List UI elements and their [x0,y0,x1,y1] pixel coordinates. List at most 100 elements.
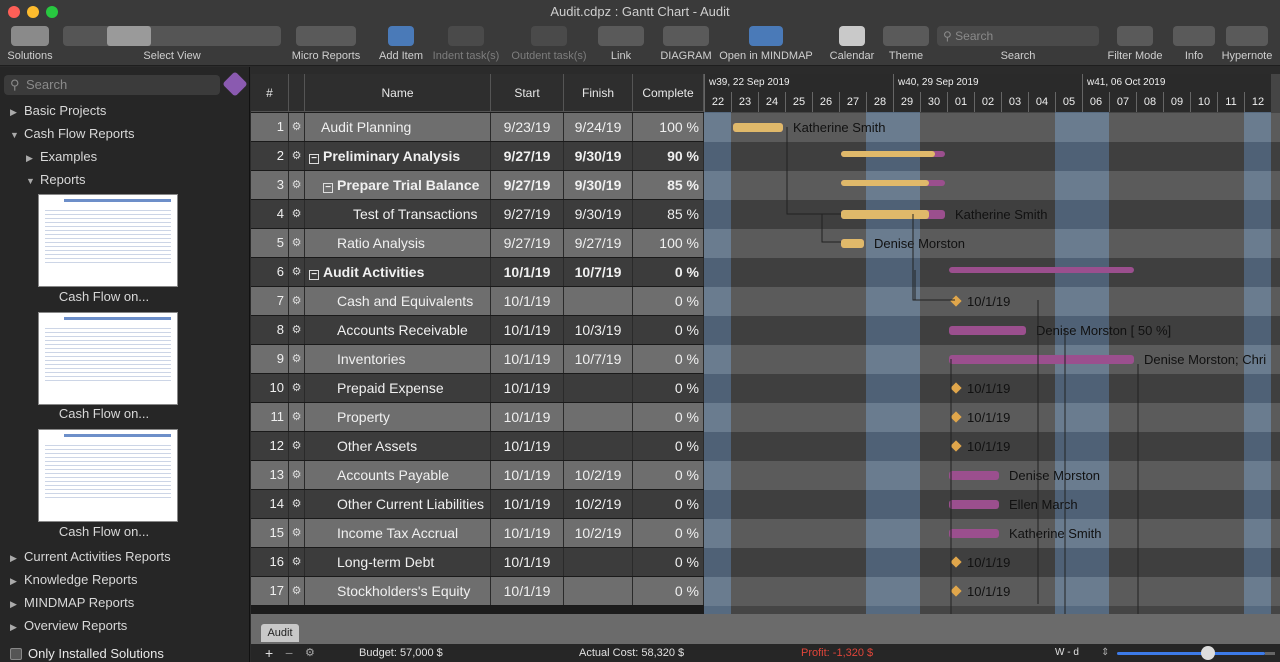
disclosure-down-icon[interactable]: ▼ [10,130,19,140]
row-number[interactable]: 3 [251,171,289,199]
row-number[interactable]: 8 [251,316,289,344]
row-number[interactable]: 15 [251,519,289,547]
finish-cell[interactable]: 10/7/19 [564,345,633,373]
col-header-num[interactable]: # [251,74,289,112]
task-name-cell[interactable]: Accounts Payable [305,461,491,489]
micro-reports-button[interactable]: Micro Reports [290,26,362,62]
start-cell[interactable]: 10/1/19 [491,258,564,286]
table-row[interactable]: 12 ⚙ Other Assets 10/1/19 0 % [251,432,704,461]
tree-item-basic-projects[interactable]: ▶ Basic Projects [10,103,107,118]
hypernote-button[interactable]: Hypernote [1218,26,1276,62]
task-bar[interactable] [949,267,1134,273]
table-row[interactable]: 8 ⚙ Accounts Receivable 10/1/19 10/3/19 0 % [251,316,704,345]
report-thumbnail[interactable] [38,312,178,405]
col-header-finish[interactable]: Finish [564,74,633,112]
table-row[interactable]: 14 ⚙ Other Current Liabilities 10/1/19 10/2/… [251,490,704,519]
home-icon[interactable] [222,71,248,97]
task-name-cell[interactable]: − Preliminary Analysis [305,142,491,170]
start-cell[interactable]: 10/1/19 [491,287,564,315]
row-number[interactable]: 1 [251,113,289,141]
filter-mode-button[interactable]: Filter Mode [1104,26,1166,62]
row-number[interactable]: 11 [251,403,289,431]
task-bar[interactable] [949,500,999,509]
task-bar[interactable] [733,123,783,132]
sidebar-search-input[interactable]: ⚲ Search [4,75,220,95]
add-row-icon[interactable]: + [265,645,274,661]
start-cell[interactable]: 10/1/19 [491,345,564,373]
complete-cell[interactable]: 0 % [633,461,704,489]
complete-cell[interactable]: 0 % [633,403,704,431]
disclosure-right-icon[interactable]: ▶ [10,553,17,563]
task-bar[interactable] [949,471,999,480]
info-button[interactable]: Info [1172,26,1216,62]
task-name-cell[interactable]: Property [305,403,491,431]
tree-item-overview-reports[interactable]: ▶ Overview Reports [10,618,128,633]
finish-cell[interactable]: 10/3/19 [564,316,633,344]
row-number[interactable]: 10 [251,374,289,402]
table-row[interactable]: 6 ⚙ − Audit Activities 10/1/19 10/7/19 0 % [251,258,704,287]
task-name-cell[interactable]: Audit Planning [305,113,491,141]
complete-cell[interactable]: 90 % [633,142,704,170]
collapse-icon[interactable]: − [309,270,319,280]
finish-cell[interactable] [564,548,633,576]
task-bar[interactable] [949,529,999,538]
row-number[interactable]: 2 [251,142,289,170]
task-name-cell[interactable]: Inventories [305,345,491,373]
table-row[interactable]: 15 ⚙ Income Tax Accrual 10/1/19 10/2/19 0 % [251,519,704,548]
col-header-complete[interactable]: Complete [633,74,704,112]
checkbox[interactable] [10,648,22,660]
tree-item-reports[interactable]: ▼ Reports [26,172,86,187]
task-name-cell[interactable]: Prepaid Expense [305,374,491,402]
zoom-window-icon[interactable] [46,6,58,18]
indent-button[interactable]: Indent task(s) [430,26,502,62]
table-row[interactable]: 16 ⚙ Long-term Debt 10/1/19 0 % [251,548,704,577]
task-bar[interactable] [949,326,1026,335]
table-row[interactable]: 17 ⚙ Stockholders's Equity 10/1/19 0 % [251,577,704,606]
finish-cell[interactable]: 10/2/19 [564,461,633,489]
link-button[interactable]: Link [598,26,644,62]
table-row[interactable]: 4 ⚙ Test of Transactions 9/27/19 9/30/19 85 % [251,200,704,229]
table-row[interactable]: 7 ⚙ Cash and Equivalents 10/1/19 0 % [251,287,704,316]
finish-cell[interactable]: 9/30/19 [564,171,633,199]
complete-cell[interactable]: 0 % [633,519,704,547]
start-cell[interactable]: 10/1/19 [491,374,564,402]
disclosure-right-icon[interactable]: ▶ [10,107,17,117]
select-view-control[interactable]: Select View [62,26,282,62]
row-number[interactable]: 17 [251,577,289,605]
finish-cell[interactable] [564,403,633,431]
tree-item-cash-flow-reports[interactable]: ▼ Cash Flow Reports [10,126,135,141]
tree-item-examples[interactable]: ▶ Examples [26,149,98,164]
start-cell[interactable]: 10/1/19 [491,490,564,518]
start-cell[interactable]: 10/1/19 [491,519,564,547]
complete-cell[interactable]: 0 % [633,577,704,605]
start-cell[interactable]: 9/27/19 [491,142,564,170]
finish-cell[interactable] [564,432,633,460]
start-cell[interactable]: 10/1/19 [491,461,564,489]
complete-cell[interactable]: 0 % [633,432,704,460]
start-cell[interactable]: 10/1/19 [491,403,564,431]
diagram-button[interactable]: DIAGRAM [660,26,712,62]
task-bar[interactable] [841,239,864,248]
start-cell[interactable]: 9/23/19 [491,113,564,141]
open-mindmap-button[interactable]: Open in MINDMAP [718,26,814,62]
complete-cell[interactable]: 85 % [633,171,704,199]
task-name-cell[interactable]: Income Tax Accrual [305,519,491,547]
table-row[interactable]: 10 ⚙ Prepaid Expense 10/1/19 0 % [251,374,704,403]
finish-cell[interactable]: 10/2/19 [564,490,633,518]
zoom-slider-track[interactable] [1117,652,1265,655]
row-number[interactable]: 4 [251,200,289,228]
tab-audit[interactable]: Audit [261,624,299,642]
row-number[interactable]: 12 [251,432,289,460]
col-header-start[interactable]: Start [491,74,564,112]
disclosure-right-icon[interactable]: ▶ [10,576,17,586]
scale-stepper-icon[interactable]: ⇕ [1101,647,1110,658]
search-input[interactable]: ⚲ Search [937,26,1099,46]
col-header-name[interactable]: Name [305,74,491,112]
start-cell[interactable]: 10/1/19 [491,577,564,605]
row-number[interactable]: 7 [251,287,289,315]
complete-cell[interactable]: 100 % [633,229,704,257]
start-cell[interactable]: 10/1/19 [491,432,564,460]
finish-cell[interactable]: 9/27/19 [564,229,633,257]
task-name-cell[interactable]: Long-term Debt [305,548,491,576]
table-row[interactable]: 13 ⚙ Accounts Payable 10/1/19 10/2/19 0 % [251,461,704,490]
